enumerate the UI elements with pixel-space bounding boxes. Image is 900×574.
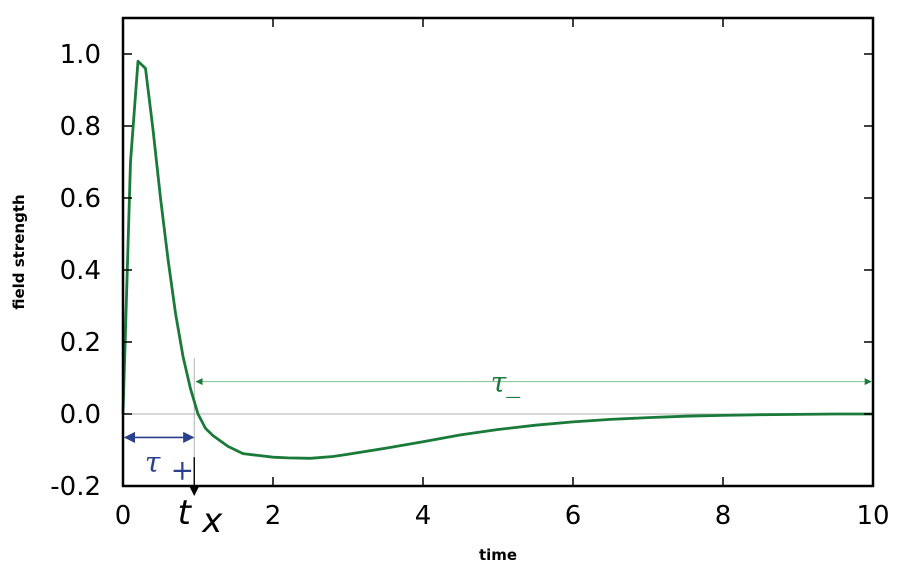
tau-minus-label: τ_ bbox=[491, 366, 521, 399]
tx-subscript: x bbox=[201, 501, 223, 541]
x-tick-label: 2 bbox=[265, 501, 282, 531]
y-tick-label: -0.2 bbox=[50, 472, 101, 502]
y-tick-label: 0.6 bbox=[60, 184, 101, 214]
y-tick-label: 0.4 bbox=[60, 256, 101, 286]
series-line-0 bbox=[121, 59, 873, 460]
axis-ticks: 0 2 4 6 8 10 -0.2 0.0 0.2 0.4 0.6 0.8 1.0 t x bbox=[50, 18, 890, 541]
y-tick-label: 0.8 bbox=[60, 112, 101, 142]
x-axis-label: time bbox=[479, 546, 517, 564]
y-tick-label: 0.0 bbox=[60, 400, 101, 430]
tau-plus-label: τ bbox=[145, 445, 161, 478]
y-tick-label: 1.0 bbox=[60, 40, 101, 70]
x-tick-label: 10 bbox=[856, 501, 889, 531]
plot-frame bbox=[121, 16, 875, 488]
y-tick-label: 0.2 bbox=[60, 328, 101, 358]
x-tick-label: 6 bbox=[565, 501, 582, 531]
x-tick-label: 8 bbox=[715, 501, 732, 531]
tx-label: t bbox=[178, 493, 193, 533]
y-axis-label: field strength bbox=[10, 194, 28, 309]
x-tick-label: 4 bbox=[415, 501, 432, 531]
tau-plus-subscript: + bbox=[171, 453, 194, 486]
chart-marks: τ + τ_ bbox=[121, 59, 873, 496]
x-tick-label: 0 bbox=[115, 501, 132, 531]
